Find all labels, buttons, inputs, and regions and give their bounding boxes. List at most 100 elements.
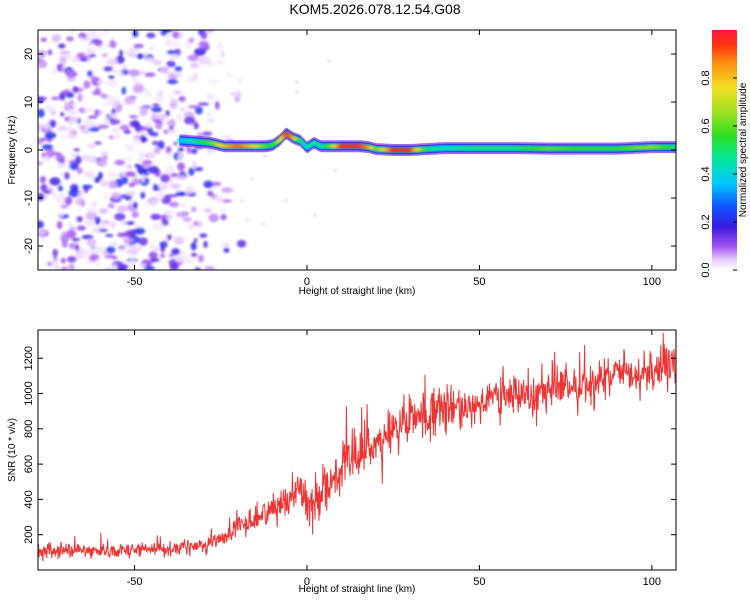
spectrogram-noise-blob [169, 263, 179, 270]
spectrogram-noise-blob [152, 59, 162, 66]
spectrogram-noise-blob [104, 266, 110, 270]
spectrogram-x-tick-label: 0 [304, 276, 310, 288]
spectrogram-noise-blob [68, 116, 76, 124]
spectrogram-noise-blob [123, 129, 132, 134]
spectrogram-noise-blob [107, 171, 119, 178]
spectrogram-noise-blob [38, 80, 41, 88]
spectrogram-noise-blob [67, 256, 77, 263]
spectrogram-noise-blob [107, 203, 115, 209]
spectrogram-noise-blob [208, 80, 219, 84]
spectrogram-x-tick-label: 100 [643, 276, 661, 288]
spectrogram-noise-blob [166, 212, 171, 222]
spectrogram-noise-blob [155, 191, 165, 201]
spectrogram-noise-blob [89, 253, 100, 262]
spectrogram-noise-blob [76, 216, 83, 223]
snr-x-tick-label: 50 [473, 576, 485, 588]
spectrogram-noise-blob [80, 250, 89, 259]
figure-title: KOM5.2026.078.12.54.G08 [289, 1, 460, 17]
spectrogram-noise-blob [186, 146, 192, 154]
spectrogram-noise-blob [155, 122, 163, 130]
spectrogram-noise-blob [69, 226, 76, 231]
spectrogram-noise-blob [137, 53, 143, 60]
spectrogram-noise-blob [220, 50, 226, 58]
spectrogram-noise-blob [39, 175, 47, 184]
spectrogram-noise-blob [150, 113, 158, 121]
spectrogram-noise-blob [196, 221, 203, 228]
spectrogram-noise-blob [147, 154, 157, 158]
spectrogram-noise-blob [99, 150, 110, 156]
spectrogram-noise-blob [240, 199, 244, 203]
snr-y-tick-label: 1200 [23, 346, 35, 370]
spectrogram-noise-blob [154, 247, 160, 251]
spectrogram-noise-blob [64, 171, 70, 180]
spectrogram-noise-blob [108, 135, 115, 140]
spectrogram-noise-blob [206, 111, 213, 116]
spectrogram-noise-blob [140, 191, 146, 199]
spectrogram-noise-blob [69, 162, 79, 171]
spectrogram-y-tick-label: -10 [23, 190, 35, 206]
spectrogram-noise-blob [105, 94, 116, 103]
snr-x-tick-label: 100 [643, 576, 661, 588]
spectrogram-noise-blob [109, 220, 117, 229]
spectrogram-noise-blob [38, 96, 48, 101]
spectrogram-noise-blob [59, 50, 70, 55]
spectrogram-noise-blob [220, 214, 227, 221]
spectrogram-noise-blob [87, 115, 98, 119]
spectrogram-noise-blob [147, 165, 159, 174]
snr-y-tick-label: 1000 [23, 381, 35, 405]
spectrogram-noise-blob [193, 166, 204, 172]
spectrogram-noise-blob [166, 130, 178, 134]
spectrogram-noise-blob [152, 222, 164, 231]
spectrogram-noise-blob [69, 30, 76, 36]
spectrogram-noise-blob [81, 234, 94, 240]
spectrogram-x-tick-label: -50 [127, 276, 143, 288]
spectrogram-noise-blob [179, 171, 186, 176]
spectrogram-noise-blob [105, 246, 116, 254]
spectrogram-noise-blob [150, 200, 160, 205]
spectrogram-noise-blob [198, 40, 210, 49]
spectrogram-noise-blob [168, 95, 174, 99]
spectrogram-x-label: Height of straight line (km) [299, 286, 416, 297]
snr-y-label: SNR (10 * v/v) [7, 418, 18, 482]
spectrogram-noise-blob [177, 152, 185, 157]
spectrogram-panel: -50 0 50 100 -20 -10 0 10 20 Height of straight… [7, 29, 677, 297]
spectrogram-noise-blob [101, 52, 108, 58]
spectrogram-noise-blob [185, 186, 195, 194]
spectrogram-noise-blob [64, 196, 73, 205]
spectrogram-noise-blob [141, 160, 153, 165]
colorbar-tick-label: 0.2 [700, 214, 712, 229]
spectrogram-noise-blob [206, 118, 216, 123]
spectrogram-noise-blob [197, 102, 210, 106]
spectrogram-noise-blob [167, 234, 172, 241]
spectrogram-noise-blob [109, 39, 115, 48]
spectrogram-noise-blob [333, 169, 337, 172]
spectrogram-noise-blob [237, 94, 241, 98]
spectrogram-noise-blob [160, 253, 166, 258]
snr-y-axis: 200 400 600 800 1000 1200 [23, 346, 676, 544]
spectrogram-noise-blob [154, 94, 165, 103]
spectrogram-noise-blob [59, 56, 67, 65]
spectrogram-noise-blob [187, 54, 199, 62]
spectrogram-y-tick-label: 10 [23, 96, 35, 108]
spectrogram-noise-blob [180, 204, 187, 208]
spectrogram-noise-blob [124, 190, 137, 196]
spectrogram-noise-blob [223, 134, 233, 142]
spectrogram-noise-blob [188, 37, 195, 43]
spectrogram-noise-blob [100, 182, 109, 187]
spectrogram-noise-blob [171, 248, 181, 256]
spectrogram-noise-blob [108, 111, 119, 119]
spectrogram-noise-blob [56, 220, 63, 230]
spectrogram-noise-blob [170, 98, 178, 106]
spectrogram-noise-blob [138, 151, 144, 160]
spectrogram-noise-blob [38, 192, 45, 202]
spectrogram-noise-blob [166, 194, 179, 198]
spectrogram-noise-blob [61, 266, 68, 270]
snr-y-tick-label: 600 [23, 455, 35, 473]
spectrogram-noise-blob [205, 93, 217, 101]
spectrogram-noise-blob [111, 256, 118, 260]
spectrogram-noise-blob [123, 144, 135, 150]
spectrogram-noise-blob [160, 66, 169, 74]
spectrogram-noise-blob [60, 204, 69, 209]
spectrogram-noise-blob [160, 30, 167, 37]
snr-plot-area [38, 330, 676, 570]
